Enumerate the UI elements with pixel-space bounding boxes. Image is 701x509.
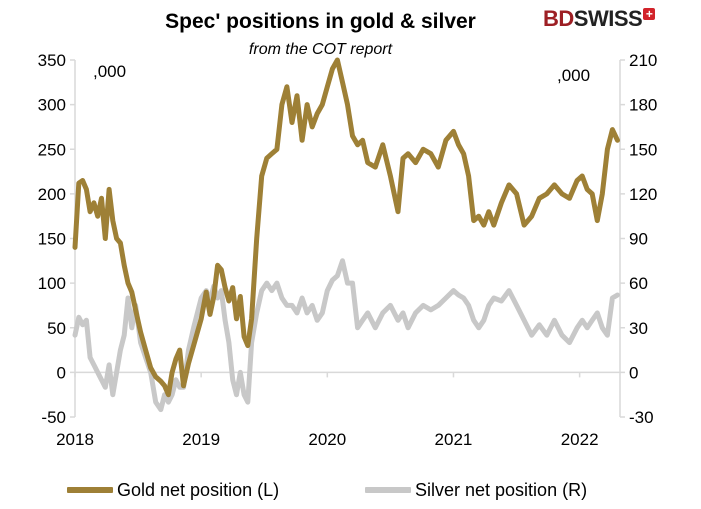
- right-tick-label: 210: [629, 51, 657, 70]
- legend: Gold net position (L) Silver net positio…: [0, 478, 701, 502]
- x-tick-label: 2022: [561, 430, 599, 449]
- left-tick-label: 250: [38, 140, 66, 159]
- left-tick-label: 200: [38, 185, 66, 204]
- right-tick-label: 90: [629, 230, 648, 249]
- chart-subtitle: from the COT report: [248, 41, 393, 58]
- left-tick-label: 150: [38, 230, 66, 249]
- left-tick-label: 0: [57, 363, 66, 382]
- right-tick-label: 180: [629, 96, 657, 115]
- legend-label-gold: Gold net position (L): [117, 479, 280, 500]
- legend-item-silver: Silver net position (R): [365, 478, 587, 502]
- right-tick-label: 60: [629, 274, 648, 293]
- legend-item-gold: Gold net position (L): [67, 478, 279, 502]
- right-tick-label: 30: [629, 319, 648, 338]
- left-tick-label: 350: [38, 51, 66, 70]
- x-tick-label: 2019: [182, 430, 220, 449]
- x-tick-label: 2021: [435, 430, 473, 449]
- chart-title: Spec' positions in gold & silver: [165, 10, 476, 33]
- left-unit-note: ,000: [93, 62, 126, 81]
- logo-part-swiss: SWISS: [573, 6, 643, 31]
- right-unit-note: ,000: [557, 66, 590, 85]
- right-tick-label: 120: [629, 185, 657, 204]
- right-tick-label: 0: [629, 363, 638, 382]
- legend-label-silver: Silver net position (R): [415, 479, 588, 500]
- left-tick-label: -50: [41, 408, 66, 427]
- silver-series-line: [72, 258, 620, 413]
- legend-swatch-gold: [67, 487, 113, 493]
- left-tick-label: 300: [38, 96, 66, 115]
- gold-series-line: [72, 57, 620, 398]
- left-tick-label: 50: [47, 319, 66, 338]
- logo-part-bd: BD: [543, 6, 574, 31]
- legend-swatch-silver: [365, 487, 411, 493]
- right-tick-label: 150: [629, 140, 657, 159]
- x-tick-label: 2020: [308, 430, 346, 449]
- logo-cross-icon: +: [643, 8, 656, 20]
- left-tick-label: 100: [38, 274, 66, 293]
- bdswiss-logo: BDSWISS +: [543, 6, 656, 32]
- right-tick-label: -30: [629, 408, 654, 427]
- x-tick-label: 2018: [56, 430, 94, 449]
